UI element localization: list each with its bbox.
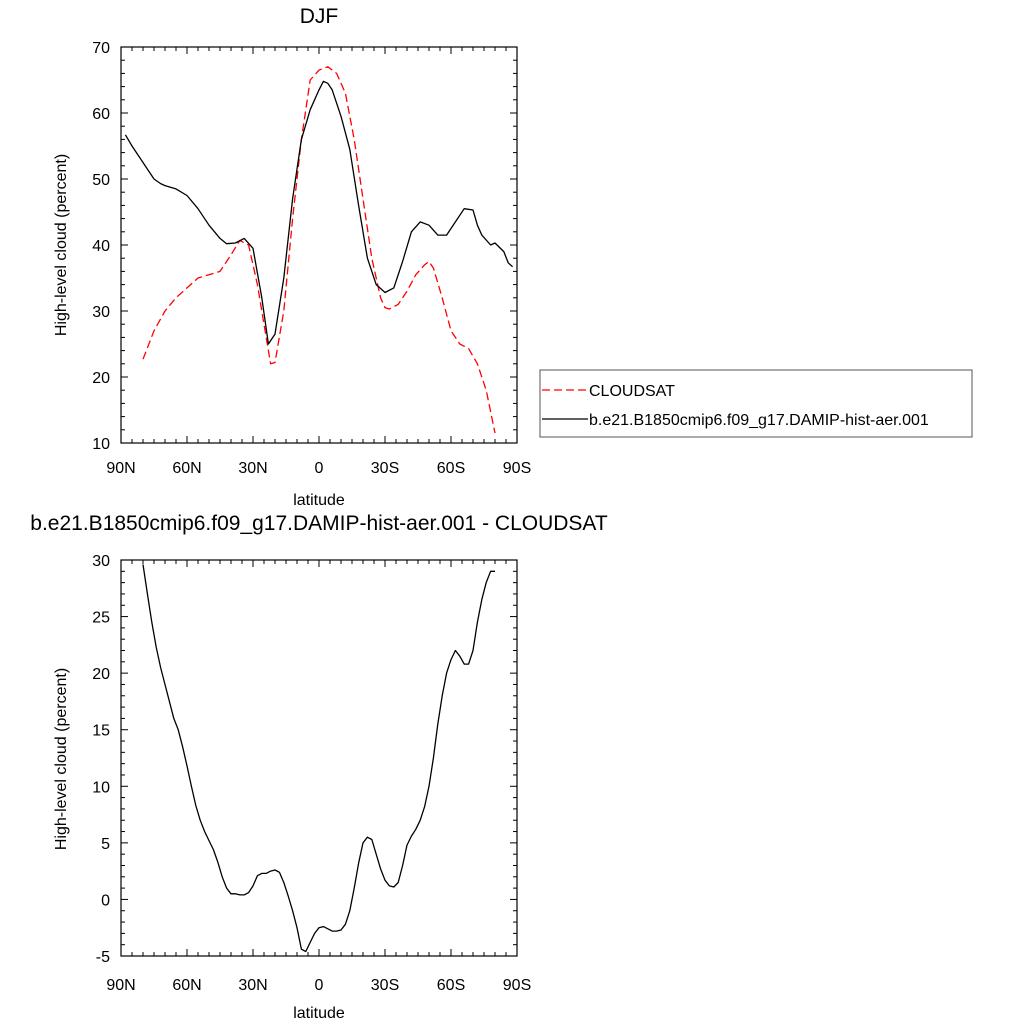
bottom-x-tick-label: 90S — [503, 977, 531, 994]
top-y-tick-label: 50 — [92, 172, 110, 189]
bottom-chart-xlabel: latitude — [293, 1005, 345, 1022]
top-x-tick-label: 60N — [172, 460, 201, 477]
top-chart: DJF latitude High-level cloud (percent) … — [53, 5, 531, 509]
bottom-chart-ylabel: High-level cloud (percent) — [53, 668, 70, 850]
top-chart-title: DJF — [300, 5, 339, 28]
top-x-tick-label: 0 — [315, 460, 324, 477]
bottom-y-tick-label: 15 — [92, 723, 110, 740]
bottom-x-tick-label: 90N — [106, 977, 135, 994]
top-x-tick-label: 30N — [238, 460, 267, 477]
top-y-tick-label: 40 — [92, 238, 110, 255]
bottom-y-tick-label: 30 — [92, 553, 110, 570]
bottom-plot-frame — [120, 559, 518, 957]
top-x-tick-label: 90S — [503, 460, 531, 477]
bottom-y-tick-label: 20 — [92, 666, 110, 683]
bottom-series-difference-line — [142, 564, 495, 953]
bottom-y-tick-label: 5 — [101, 836, 110, 853]
top-y-tick-label: 70 — [92, 40, 110, 57]
bottom-chart: b.e21.B1850cmip6.f09_g17.DAMIP-hist-aer.… — [30, 512, 608, 1022]
top-chart-xlabel: latitude — [293, 492, 345, 509]
legend-label-cloudsat: CLOUDSAT — [589, 383, 675, 400]
bottom-x-tick-label: 60N — [172, 977, 201, 994]
bottom-x-tick-label: 0 — [315, 977, 324, 994]
bottom-y-tick-label: 0 — [101, 892, 110, 909]
bottom-x-tick-label: 30N — [238, 977, 267, 994]
top-y-tick-label: 10 — [92, 436, 110, 453]
legend: CLOUDSAT b.e21.B1850cmip6.f09_g17.DAMIP-… — [539, 369, 973, 438]
bottom-y-tick-label: -5 — [96, 949, 110, 966]
bottom-x-tick-label: 60S — [437, 977, 465, 994]
bottom-chart-title: b.e21.B1850cmip6.f09_g17.DAMIP-hist-aer.… — [30, 512, 608, 535]
top-y-tick-label: 30 — [92, 304, 110, 321]
legend-box — [539, 369, 973, 438]
top-x-tick-label: 30S — [371, 460, 399, 477]
top-x-tick-label: 90N — [106, 460, 135, 477]
bottom-y-tick-label: 25 — [92, 610, 110, 627]
top-chart-ylabel: High-level cloud (percent) — [53, 154, 70, 336]
bottom-y-tick-label: 10 — [92, 779, 110, 796]
top-y-tick-label: 60 — [92, 106, 110, 123]
top-x-tick-label: 60S — [437, 460, 465, 477]
top-plot-frame — [120, 46, 518, 444]
legend-label-model: b.e21.B1850cmip6.f09_g17.DAMIP-hist-aer.… — [589, 412, 929, 429]
bottom-x-tick-label: 30S — [371, 977, 399, 994]
top-y-tick-label: 20 — [92, 370, 110, 387]
top-series-cloudsat-line — [142, 66, 496, 434]
top-series-model-line — [124, 80, 514, 345]
